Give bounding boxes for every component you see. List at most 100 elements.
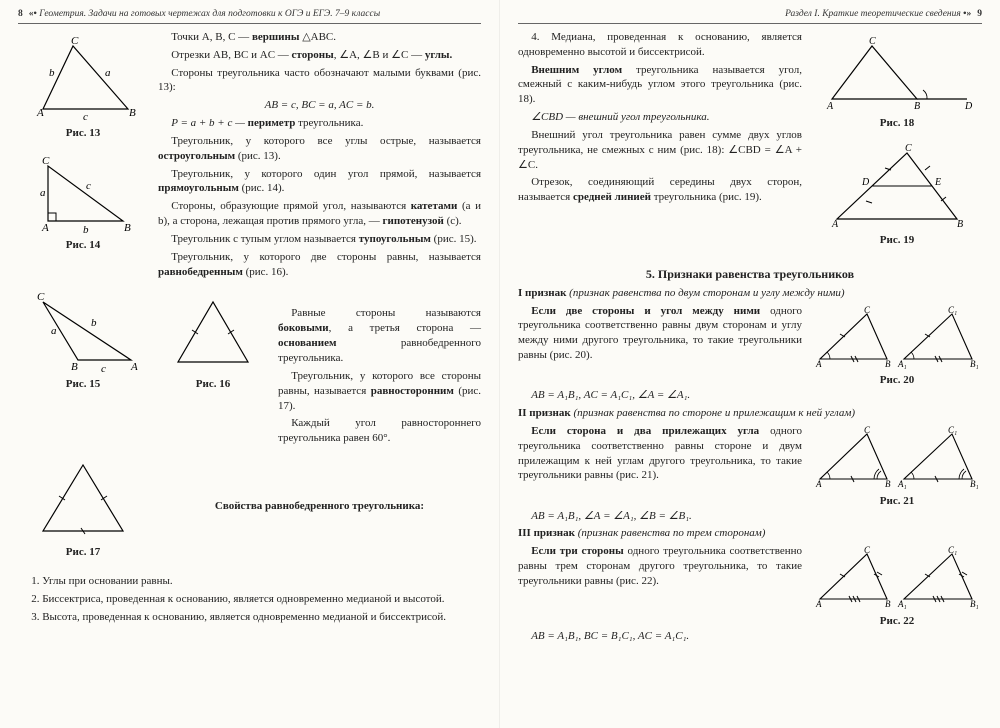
midline-svg: A B C D E [822, 141, 972, 231]
figure-15: A B C a b c Рис. 15 [18, 290, 148, 392]
triangle-iso-svg [163, 290, 263, 375]
props-block: Свойства равнобедренного треугольника: [158, 449, 481, 517]
page-spread: 8 «• Геометрия. Задачи на готовых чертеж… [0, 0, 1000, 728]
svg-text:a: a [51, 325, 57, 337]
congruent-asa-svg: ABC A₁B₁C₁ [812, 424, 982, 489]
para-midline: Отрезок, соединяющий середины двух сторо… [518, 175, 802, 205]
svg-text:c: c [83, 111, 88, 123]
para-perimeter: P = a + b + c — периметр треугольника. [158, 116, 481, 131]
page-8: 8 «• Геометрия. Задачи на готовых чертеж… [0, 0, 500, 728]
eq-abc: AB = c, BC = a, AC = b. [158, 98, 481, 113]
figure-22-caption: Рис. 22 [812, 614, 982, 629]
svg-text:c: c [101, 363, 106, 375]
svg-text:B: B [885, 599, 891, 609]
svg-text:C₁: C₁ [948, 425, 957, 435]
congruent-sas-svg: ABC A₁B₁C₁ [812, 304, 982, 369]
para-obtuse: Треугольник с тупым углом называется туп… [158, 232, 481, 247]
figs-15-16-row: A B C a b c Рис. 15 Рис. 16 Равные сто [18, 286, 481, 449]
header-left: 8 «• Геометрия. Задачи на готовых чертеж… [18, 8, 481, 24]
svg-text:C: C [864, 305, 871, 315]
figs-18-19: A B C D Рис. 18 A B C D E [812, 30, 982, 258]
figure-16-caption: Рис. 16 [158, 377, 268, 392]
figure-18-caption: Рис. 18 [812, 116, 982, 131]
triangle-obtuse-svg: A B C a b c [23, 290, 143, 375]
para-iso2: Равные стороны называются боковыми, а тр… [278, 306, 481, 365]
ext-angle-svg: A B C D [817, 34, 977, 114]
svg-text:A: A [831, 219, 839, 230]
svg-text:B: B [71, 361, 78, 373]
triangle-equi-svg [28, 453, 138, 543]
para-eq60: Каждый угол равностороннего треугольника… [278, 416, 481, 446]
prop-3: 3. Высота, проведенная к основанию, явля… [18, 610, 481, 625]
figure-21-caption: Рис. 21 [812, 494, 982, 509]
para-points: Точки A, B, C — вершины △ABC. [158, 30, 481, 45]
para-segments: Отрезки AB, BC и AC — стороны, ∠A, ∠B и … [158, 48, 481, 63]
figure-17: Рис. 17 [18, 453, 148, 560]
svg-text:A: A [36, 107, 44, 119]
sign1-eq: AB = A₁B₁, AC = A₁C₁, ∠A = ∠A₁. [518, 388, 982, 403]
sign3-heading: III признак (признак равенства по трем с… [518, 526, 982, 541]
para-cathetus: Стороны, образующие прямой угол, называю… [158, 199, 481, 229]
svg-text:C: C [864, 545, 871, 555]
page-number-8: 8 [18, 8, 23, 21]
prop-2: 2. Биссектриса, проведенная к основанию,… [18, 592, 481, 607]
svg-text:C₁: C₁ [948, 305, 957, 315]
svg-text:B₁: B₁ [970, 479, 979, 489]
figure-14: A B C a b c Рис. 14 [18, 151, 148, 253]
svg-text:c: c [86, 180, 91, 192]
figure-22: ABC A₁B₁C₁ Рис. 22 [812, 544, 982, 629]
para-median: 4. Медиана, проведенная к основанию, явл… [518, 30, 802, 60]
svg-text:A: A [130, 361, 138, 373]
iso-text-block: Равные стороны называются боковыми, а тр… [278, 286, 481, 449]
svg-text:B: B [885, 479, 891, 489]
sign3-text: Если три стороны одного треугольника соо… [518, 544, 802, 592]
svg-text:C: C [71, 35, 79, 47]
congruent-sss-svg: ABC A₁B₁C₁ [812, 544, 982, 609]
top-right-text: 4. Медиана, проведенная к основанию, явл… [518, 30, 802, 208]
svg-text:A: A [815, 599, 822, 609]
sign1-heading: I признак (признак равенства по двум сто… [518, 286, 982, 301]
svg-text:C: C [905, 143, 912, 154]
para-isosceles: Треугольник, у которого две стороны равн… [158, 250, 481, 280]
svg-text:B: B [957, 219, 963, 230]
sign2-eq: AB = A₁B₁, ∠A = ∠A₁, ∠B = ∠B₁. [518, 509, 982, 524]
triangle-right-svg: A B C a b c [28, 151, 138, 236]
svg-text:C: C [37, 291, 45, 303]
para-extsum: Внешний угол треугольника равен сумме дв… [518, 128, 802, 173]
para-right: Треугольник, у которого один угол прямой… [158, 167, 481, 197]
figure-13-caption: Рис. 13 [18, 126, 148, 141]
svg-text:C: C [864, 425, 871, 435]
bullet-icon: «• [29, 8, 39, 21]
figure-13: A B C c b a Рис. 13 [18, 34, 148, 141]
figure-20: ABC A₁B₁C₁ Рис. 20 [812, 304, 982, 389]
fig17-row: Рис. 17 Свойства равнобедренного треугол… [18, 449, 481, 570]
figure-19-caption: Рис. 19 [812, 233, 982, 248]
sign1-row: Если две стороны и угол между ними одног… [518, 304, 982, 389]
header-text-right: Раздел I. Краткие теоретические сведения [785, 8, 961, 21]
svg-text:b: b [83, 224, 89, 236]
props-heading: Свойства равнобедренного треугольника: [158, 499, 481, 514]
triangle-acute-svg: A B C c b a [23, 34, 143, 124]
svg-text:A₁: A₁ [897, 479, 907, 489]
figure-20-caption: Рис. 20 [812, 373, 982, 388]
sign3-eq: AB = A₁B₁, BC = B₁C₁, AC = A₁C₁. [518, 629, 982, 644]
svg-text:C: C [869, 36, 876, 47]
para-acute: Треугольник, у которого все углы острые,… [158, 134, 481, 164]
figure-column: A B C c b a Рис. 13 A B [18, 30, 148, 283]
sign2-heading: II признак (признак равенства по стороне… [518, 406, 982, 421]
svg-text:A₁: A₁ [897, 359, 907, 369]
para-cbd: ∠CBD — внешний угол треугольника. [518, 110, 802, 125]
page-number-9: 9 [977, 8, 982, 21]
sign2-row: Если сторона и два прилежащих угла одног… [518, 424, 982, 509]
para-sides: Стороны треугольника часто обозначают ма… [158, 66, 481, 96]
top-right-row: 4. Медиана, проведенная к основанию, явл… [518, 30, 982, 258]
header-text-left: Геометрия. Задачи на готовых чертежах дл… [39, 8, 380, 21]
svg-text:A: A [826, 101, 834, 112]
svg-text:a: a [105, 67, 111, 79]
top-columns: A B C c b a Рис. 13 A B [18, 30, 481, 283]
sign3-row: Если три стороны одного треугольника соо… [518, 544, 982, 629]
figure-18: A B C D Рис. 18 [812, 34, 982, 131]
sign3-body: Если три стороны одного треугольника соо… [518, 544, 802, 589]
section-5-title: 5. Признаки равенства треугольников [518, 266, 982, 282]
para-external: Внешним углом треугольника называется уг… [518, 63, 802, 108]
